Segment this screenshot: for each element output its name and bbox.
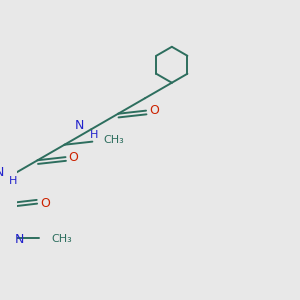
Text: N: N bbox=[0, 166, 4, 178]
Text: H: H bbox=[9, 176, 18, 186]
Text: CH₃: CH₃ bbox=[51, 234, 72, 244]
Text: O: O bbox=[68, 151, 78, 164]
Text: H: H bbox=[90, 130, 98, 140]
Text: N: N bbox=[75, 119, 85, 132]
Text: O: O bbox=[40, 197, 50, 210]
Text: O: O bbox=[149, 104, 159, 117]
Text: N: N bbox=[15, 233, 24, 246]
Text: CH₃: CH₃ bbox=[103, 135, 124, 145]
